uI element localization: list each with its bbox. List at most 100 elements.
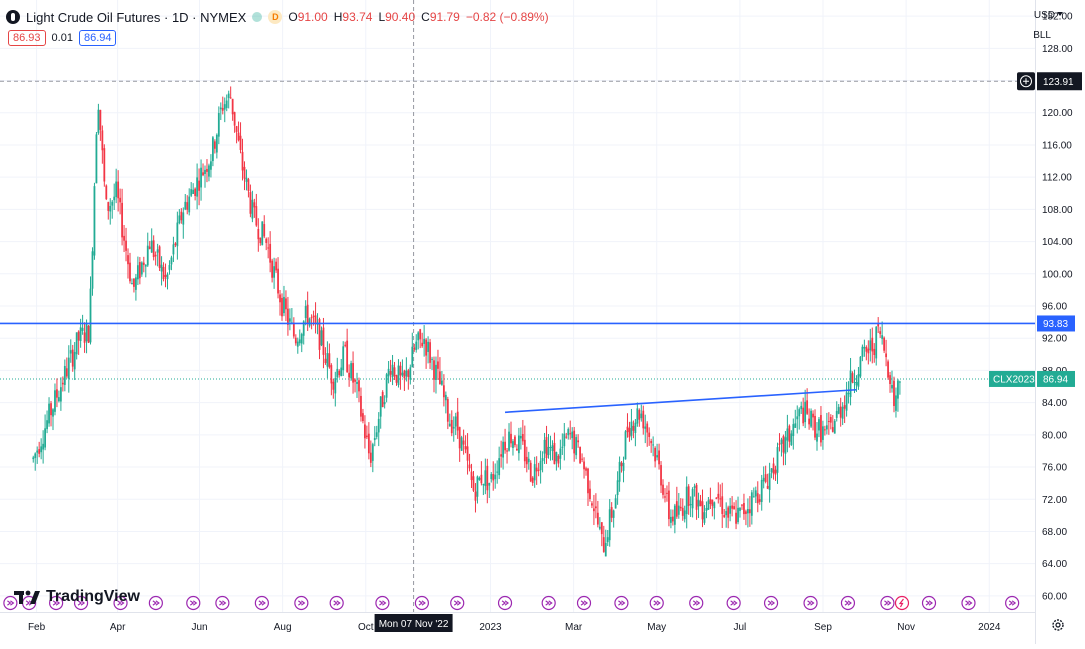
candle-body [537, 469, 540, 471]
candle-body [553, 442, 556, 465]
candle-body [188, 196, 191, 213]
quote-panel: 86.93 0.01 86.94 [8, 30, 117, 46]
candle-body [500, 454, 503, 457]
candle-body [713, 502, 716, 509]
candle-body [89, 288, 92, 343]
candle-body [664, 496, 666, 498]
candle-body [192, 189, 195, 194]
candle-body [196, 177, 199, 197]
candle-body [121, 202, 123, 238]
candle-body [180, 211, 183, 221]
candle-body [654, 447, 657, 462]
candle-body [442, 385, 445, 398]
candle-body [855, 382, 858, 386]
candle-body [300, 334, 303, 344]
candle-body [677, 505, 680, 515]
candle-body [360, 395, 362, 417]
candle-body [889, 375, 891, 385]
candle-body [302, 321, 305, 336]
candle-body [681, 507, 684, 516]
symbol-title[interactable]: Light Crude Oil Futures · 1D · NYMEX [26, 9, 247, 25]
candle-body [756, 493, 759, 504]
candle-body [397, 365, 400, 385]
candle-body [429, 342, 431, 363]
sell-button[interactable]: 86.93 [8, 30, 46, 46]
candle-body [375, 432, 378, 437]
event-arrow-glyph [258, 600, 266, 606]
candle-body [620, 462, 623, 467]
candle-body [897, 380, 899, 399]
candle-body [525, 456, 528, 465]
ohlc-close: C91.79 [421, 10, 460, 24]
candle-body [235, 126, 238, 132]
candle-body [348, 372, 351, 378]
candle-body [217, 113, 220, 137]
candle-body [146, 245, 149, 266]
candle-body [277, 268, 279, 294]
candle-body [594, 506, 597, 509]
candle-body [541, 458, 544, 462]
candle-body [213, 141, 216, 149]
candle-body [778, 443, 781, 445]
candle-body [737, 507, 739, 523]
candle-body [435, 364, 437, 380]
gear-icon[interactable] [1051, 618, 1065, 632]
candle-body [322, 327, 325, 355]
candle-body [845, 392, 848, 411]
candle-body [294, 337, 297, 344]
candle-body [63, 366, 66, 385]
candle-body [338, 370, 341, 376]
candle-body [843, 405, 846, 409]
currency-selector[interactable]: USD [1033, 10, 1055, 21]
candle-body [40, 446, 43, 453]
price-tick-label: 100.00 [1042, 269, 1073, 280]
candle-body [340, 367, 343, 377]
candle-body [389, 371, 392, 375]
candle-body [409, 367, 412, 380]
candle-body [863, 346, 866, 349]
candle-body [733, 506, 735, 510]
price-tick-label: 92.00 [1042, 334, 1067, 345]
trend-line [504, 388, 857, 414]
candle-body [683, 510, 686, 520]
candle-body [85, 322, 88, 342]
candle-body [233, 112, 236, 126]
resistance-price-label: 93.83 [1043, 319, 1068, 330]
candle-body [117, 181, 120, 199]
candle-body [115, 181, 118, 198]
time-tick-label: Feb [28, 622, 46, 633]
candle-body [318, 319, 321, 350]
candle-body [393, 367, 396, 377]
candle-body [81, 327, 84, 331]
candle-body [895, 395, 897, 411]
candle-body [285, 298, 287, 310]
buy-button[interactable]: 86.94 [78, 30, 117, 46]
candle-body [346, 340, 349, 372]
candle-body [454, 416, 457, 427]
candle-body [794, 423, 797, 428]
unit-selector[interactable]: BLL [1033, 30, 1051, 41]
candle-body [87, 326, 90, 343]
candle-body [413, 347, 416, 350]
candle-body [381, 391, 384, 408]
candle-body [567, 429, 570, 436]
candle-body [36, 450, 39, 453]
candle-body [225, 100, 228, 108]
time-tick-label: Jun [191, 622, 207, 633]
candle-body [288, 318, 291, 322]
candle-body [533, 464, 536, 481]
candle-body [464, 446, 467, 450]
candle-body [415, 341, 418, 350]
candle-body [379, 396, 382, 417]
candle-body [831, 427, 834, 432]
candle-body [559, 448, 562, 459]
candle-body [468, 464, 471, 469]
candle-body [111, 201, 114, 206]
candle-body [231, 98, 234, 115]
candle-body [97, 109, 100, 134]
candle-body [833, 420, 836, 434]
candle-body [587, 468, 589, 494]
candle-body [786, 428, 789, 441]
